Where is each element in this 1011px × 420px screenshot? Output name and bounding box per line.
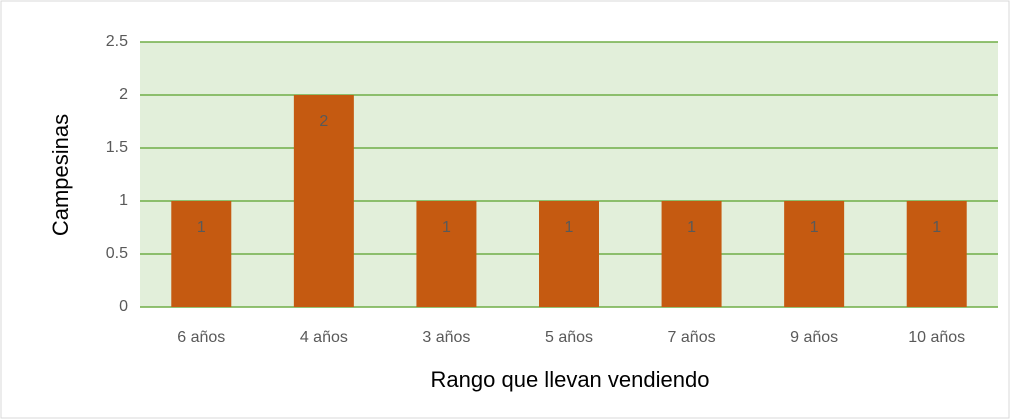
x-tick-label: 4 años [300,329,348,346]
data-label: 1 [197,219,206,236]
bar [416,201,477,307]
y-tick-label: 1 [119,192,128,209]
bar [171,201,232,307]
x-tick-label: 6 años [177,329,225,346]
data-label: 2 [319,113,328,130]
x-tick-label: 10 años [908,329,965,346]
y-tick-label: 0.5 [106,245,128,262]
y-tick-label: 1.5 [106,139,128,156]
bar [906,201,967,307]
data-label: 1 [687,219,696,236]
x-tick-label: 9 años [790,329,838,346]
y-tick-label: 2 [119,86,128,103]
bar [784,201,845,307]
x-tick-label: 3 años [422,329,470,346]
y-axis-title: Campesinas [48,114,73,236]
bar [293,95,354,307]
x-axis-title: Rango que llevan vendiendo [431,367,710,392]
x-tick-label: 5 años [545,329,593,346]
data-label: 1 [442,219,451,236]
y-tick-label: 0 [119,298,128,315]
bar [539,201,599,307]
data-label: 1 [810,219,819,236]
bar [661,201,722,307]
data-label: 1 [932,219,941,236]
data-label: 1 [565,219,574,236]
y-tick-label: 2.5 [106,33,128,50]
x-tick-label: 7 años [668,329,716,346]
